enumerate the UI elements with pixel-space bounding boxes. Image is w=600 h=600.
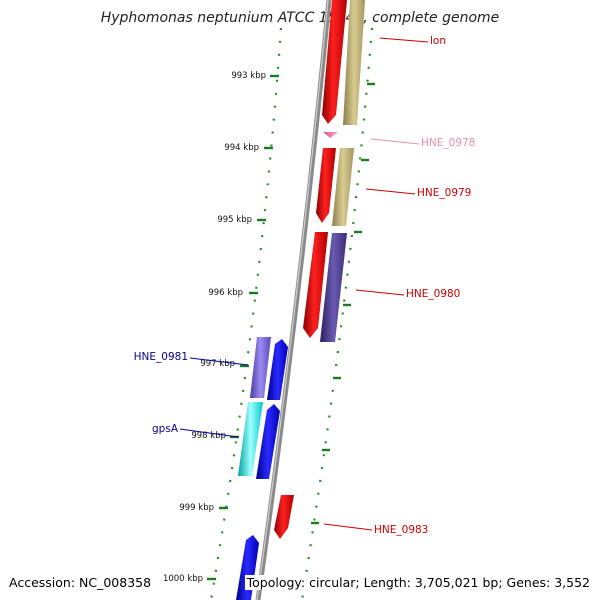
map-title: Hyphomonas neptunium ATCC 15444, complet…: [100, 10, 500, 26]
leader-gpsA: [179, 428, 239, 438]
tick-label-1000: 1000 kbp: [163, 574, 203, 584]
scale-ticks: [207, 74, 279, 581]
gene-hne0980-purple[interactable]: [320, 233, 347, 342]
genome-backbone: [255, 0, 332, 600]
tick-label-998: 998 kbp: [191, 431, 226, 441]
outer-ring-ticks: [311, 82, 375, 525]
tick-label-995: 995 kbp: [217, 215, 252, 225]
gene-hne0983[interactable]: [274, 495, 294, 539]
gene-label-hne0978[interactable]: HNE_0978: [421, 137, 475, 149]
gene-hne0978[interactable]: [323, 132, 338, 138]
leader-hne0983: [323, 523, 373, 531]
gene-hne0979-red[interactable]: [316, 148, 336, 223]
gene-label-hne0979[interactable]: HNE_0979: [417, 187, 471, 199]
tick-label-996: 996 kbp: [208, 288, 243, 298]
gene-label-gpsA[interactable]: gpsA: [152, 423, 179, 435]
gene-hne0979-olive[interactable]: [332, 148, 354, 226]
leader-hne0978: [370, 138, 420, 145]
tick-label-994: 994 kbp: [224, 143, 259, 153]
gene-hne0981[interactable]: [250, 337, 271, 398]
leader-hne0979: [365, 188, 416, 195]
gene-lon-forward[interactable]: [322, 0, 347, 124]
genome-stats-text: Topology: circular; Length: 3,705,021 bp…: [244, 575, 592, 590]
gene-gpsA[interactable]: [238, 402, 263, 476]
tick-label-993: 993 kbp: [231, 71, 266, 81]
tick-label-997: 997 kbp: [200, 359, 235, 369]
leader-hne0981: [189, 357, 249, 366]
leader-lon: [379, 37, 429, 43]
gene-lon-reverse[interactable]: [343, 0, 365, 125]
gene-label-lon[interactable]: lon: [430, 35, 446, 47]
gene-hne0980-red[interactable]: [303, 232, 328, 338]
gene-label-hne0981[interactable]: HNE_0981: [134, 351, 188, 363]
accession-text: Accession: NC_008358: [7, 575, 154, 590]
genome-backbone-highlight: [256, 0, 329, 600]
gene-bottom-blue[interactable]: [236, 535, 259, 600]
gene-hne0981-blue[interactable]: [267, 339, 288, 400]
gene-label-hne0980[interactable]: HNE_0980: [406, 288, 460, 300]
leader-hne0980: [355, 289, 405, 296]
gene-label-hne0983[interactable]: HNE_0983: [374, 524, 428, 536]
tick-label-999: 999 kbp: [179, 503, 214, 513]
gene-gpsA-blue[interactable]: [256, 404, 280, 479]
